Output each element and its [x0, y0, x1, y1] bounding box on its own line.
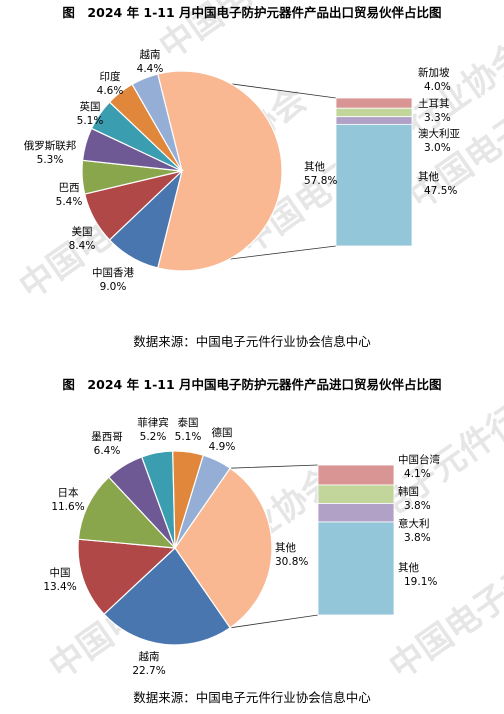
breakdown-name: 新加坡	[418, 66, 450, 79]
pie-slice	[77, 476, 177, 549]
breakdown-value: 3.8%	[404, 532, 431, 544]
pie-slice-value: 11.6%	[51, 501, 84, 513]
breakdown-name: 中国台湾	[398, 453, 440, 466]
pie-slice-value: 5.2%	[140, 431, 167, 443]
breakdown-value: 4.0%	[424, 81, 451, 93]
pie-slice-name: 中国	[50, 566, 71, 579]
pie-slice-name: 泰国	[178, 416, 199, 429]
export-breakdown-bar	[335, 97, 413, 247]
pie-slice-name: 日本	[58, 486, 79, 499]
pie-slice	[174, 454, 231, 549]
pie-slice-name: 俄罗斯联邦	[24, 139, 77, 152]
import-chart: 图 2024 年 1-11 月中国电子防护元器件产品进口贸易伙伴占比图 其他 30…	[43, 377, 441, 705]
breakdown-name: 土耳其	[418, 97, 450, 110]
import-labels: 其他 30.8% 越南 22.7% 中国 13.4% 日本 11.6% 墨西哥 6.4% 菲律宾 5.…	[43, 416, 440, 677]
pie-slice	[174, 467, 273, 629]
export-labels: 其他 57.8% 中国香港 9.0% 美国 8.4% 巴西 5.4% 俄罗斯联邦 5.3% 英国 5.…	[24, 48, 461, 293]
breakdown-value: 47.5%	[424, 185, 457, 197]
breakdown-segment	[317, 464, 395, 486]
pie-slice-name: 中国香港	[92, 266, 134, 279]
pie-slice-value: 9.0%	[100, 281, 127, 293]
breakdown-name: 澳大利亚	[418, 127, 460, 140]
pie-slice-value: 5.4%	[56, 196, 83, 208]
breakdown-value: 19.1%	[404, 576, 437, 588]
breakdown-segment	[335, 116, 413, 125]
breakdown-value: 3.3%	[424, 112, 451, 124]
pie-slice	[157, 70, 283, 272]
pie-slice	[103, 547, 231, 646]
pie-slice-name: 印度	[100, 70, 121, 83]
pie-slice-value: 8.4%	[69, 240, 96, 252]
pie-slice-name: 墨西哥	[91, 431, 123, 443]
breakdown-value: 4.1%	[404, 468, 431, 480]
breakdown-segment	[317, 521, 395, 616]
export-chart-title: 图 2024 年 1-11 月中国电子防护元器件产品出口贸易伙伴占比图	[62, 5, 441, 20]
breakdown-name: 其他	[418, 170, 439, 183]
pie-slice-value: 13.4%	[43, 581, 76, 593]
pie-slice-value: 5.1%	[77, 115, 104, 127]
pie-slice-value: 30.8%	[275, 556, 308, 568]
pie-slice-value: 4.4%	[137, 63, 164, 75]
pie-slice-name: 美国	[72, 225, 93, 238]
import-breakdown-bar	[317, 464, 395, 616]
pie-slice	[77, 538, 177, 615]
breakdown-segment	[335, 97, 413, 109]
pie-slice-name: 德国	[212, 426, 233, 439]
import-pie	[77, 450, 273, 646]
pie-slice-value: 57.8%	[304, 175, 337, 187]
pie-slice-name: 其他	[304, 160, 325, 173]
pie-slice-value: 5.1%	[175, 431, 202, 443]
pie-slice-name: 英国	[80, 100, 101, 113]
pie-slice-name: 菲律宾	[137, 416, 169, 429]
export-chart: 图 2024 年 1-11 月中国电子防护元器件产品出口贸易伙伴占比图 其他 57…	[24, 5, 461, 349]
import-chart-source: 数据来源：中国电子元件行业协会信息中心	[133, 690, 371, 705]
breakdown-value: 3.0%	[424, 142, 451, 154]
pie-slice-name: 其他	[275, 541, 296, 554]
breakdown-segment	[335, 107, 413, 118]
export-chart-source: 数据来源：中国电子元件行业协会信息中心	[133, 334, 371, 349]
pie-slice-value: 22.7%	[132, 665, 165, 677]
pie-slice-value: 4.9%	[209, 441, 236, 453]
import-connector-lines	[230, 464, 319, 629]
breakdown-segment	[317, 503, 395, 523]
pie-slice-value: 6.4%	[94, 445, 121, 457]
export-pie	[81, 70, 283, 272]
breakdown-segment	[335, 123, 413, 247]
breakdown-value: 3.8%	[404, 500, 431, 512]
connector-line-top	[230, 464, 319, 469]
pie-slice-name: 越南	[139, 650, 160, 663]
pie-slice-name: 巴西	[59, 182, 80, 194]
pie-slice-value: 4.6%	[97, 85, 124, 97]
breakdown-segment	[317, 484, 395, 504]
breakdown-name: 其他	[398, 561, 419, 574]
import-chart-title: 图 2024 年 1-11 月中国电子防护元器件产品进口贸易伙伴占比图	[62, 377, 441, 392]
breakdown-name: 韩国	[398, 485, 419, 498]
pie-slice-name: 越南	[140, 48, 161, 61]
pie-slice-value: 5.3%	[37, 154, 64, 166]
pie-slice	[131, 73, 183, 172]
breakdown-name: 意大利	[398, 517, 430, 530]
connector-line-bottom	[230, 614, 319, 629]
